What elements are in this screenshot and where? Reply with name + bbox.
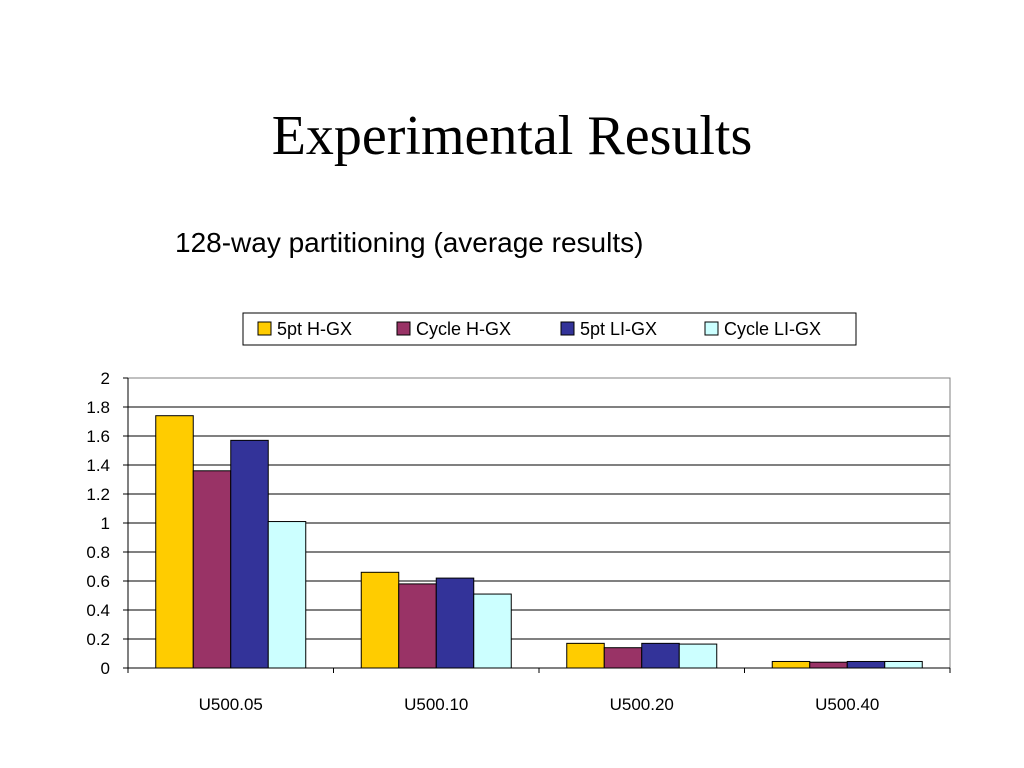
bar: [155, 415, 194, 669]
legend-swatch: [560, 321, 575, 336]
bar: [846, 660, 886, 669]
legend-swatch: [704, 321, 719, 336]
x-tick-label: U500.40: [815, 695, 879, 714]
bar: [398, 583, 437, 669]
bar: [267, 521, 307, 669]
y-tick-label: 2: [101, 369, 110, 388]
y-tick-label: 1.2: [86, 485, 110, 504]
bar: [473, 593, 512, 669]
x-tick-label: U500.10: [404, 695, 468, 714]
y-tick-label: 0.2: [86, 630, 110, 649]
bar: [641, 642, 680, 669]
y-tick-label: 0.6: [86, 572, 110, 591]
chart-legend: 5pt H-GX Cycle H-GX 5pt LI-GX Cycle LI-GX: [242, 312, 857, 346]
x-axis-ticks: U500.05 U500.10 U500.20 U500.40: [127, 668, 951, 714]
x-tick-label: U500.05: [199, 695, 263, 714]
y-tick-label: 0.8: [86, 543, 110, 562]
bar: [566, 642, 605, 669]
legend-box: [242, 312, 857, 346]
bar: [884, 660, 923, 669]
bar: [192, 470, 232, 669]
legend-label: Cycle LI-GX: [724, 319, 821, 339]
chart-subtitle: 128-way partitioning (average results): [175, 227, 644, 258]
legend-swatch: [257, 321, 272, 336]
bar: [603, 647, 643, 669]
y-tick-label: 1: [101, 514, 110, 533]
bar-chart: 5pt H-GX Cycle H-GX 5pt LI-GX Cycle LI-GX 0…: [86, 312, 951, 714]
bar: [230, 439, 269, 669]
bar: [360, 571, 400, 669]
legend-label: Cycle H-GX: [416, 319, 511, 339]
y-tick-label: 0.4: [86, 601, 110, 620]
slide-title: Experimental Results: [271, 105, 753, 167]
bar: [435, 577, 475, 669]
chart-bars: [155, 415, 923, 669]
legend-swatch: [396, 321, 411, 336]
bar: [809, 661, 848, 669]
y-tick-label: 0: [101, 659, 110, 678]
legend-label: 5pt LI-GX: [580, 319, 657, 339]
legend-label: 5pt H-GX: [277, 319, 352, 339]
y-tick-label: 1.6: [86, 427, 110, 446]
y-axis-ticks: 0 0.2 0.4 0.6 0.8 1 1.2 1.4 1.6 1.8 2: [86, 369, 128, 678]
x-tick-label: U500.20: [610, 695, 674, 714]
bar: [678, 643, 718, 669]
y-tick-label: 1.4: [86, 456, 110, 475]
bar: [771, 660, 811, 669]
y-tick-label: 1.8: [86, 398, 110, 417]
